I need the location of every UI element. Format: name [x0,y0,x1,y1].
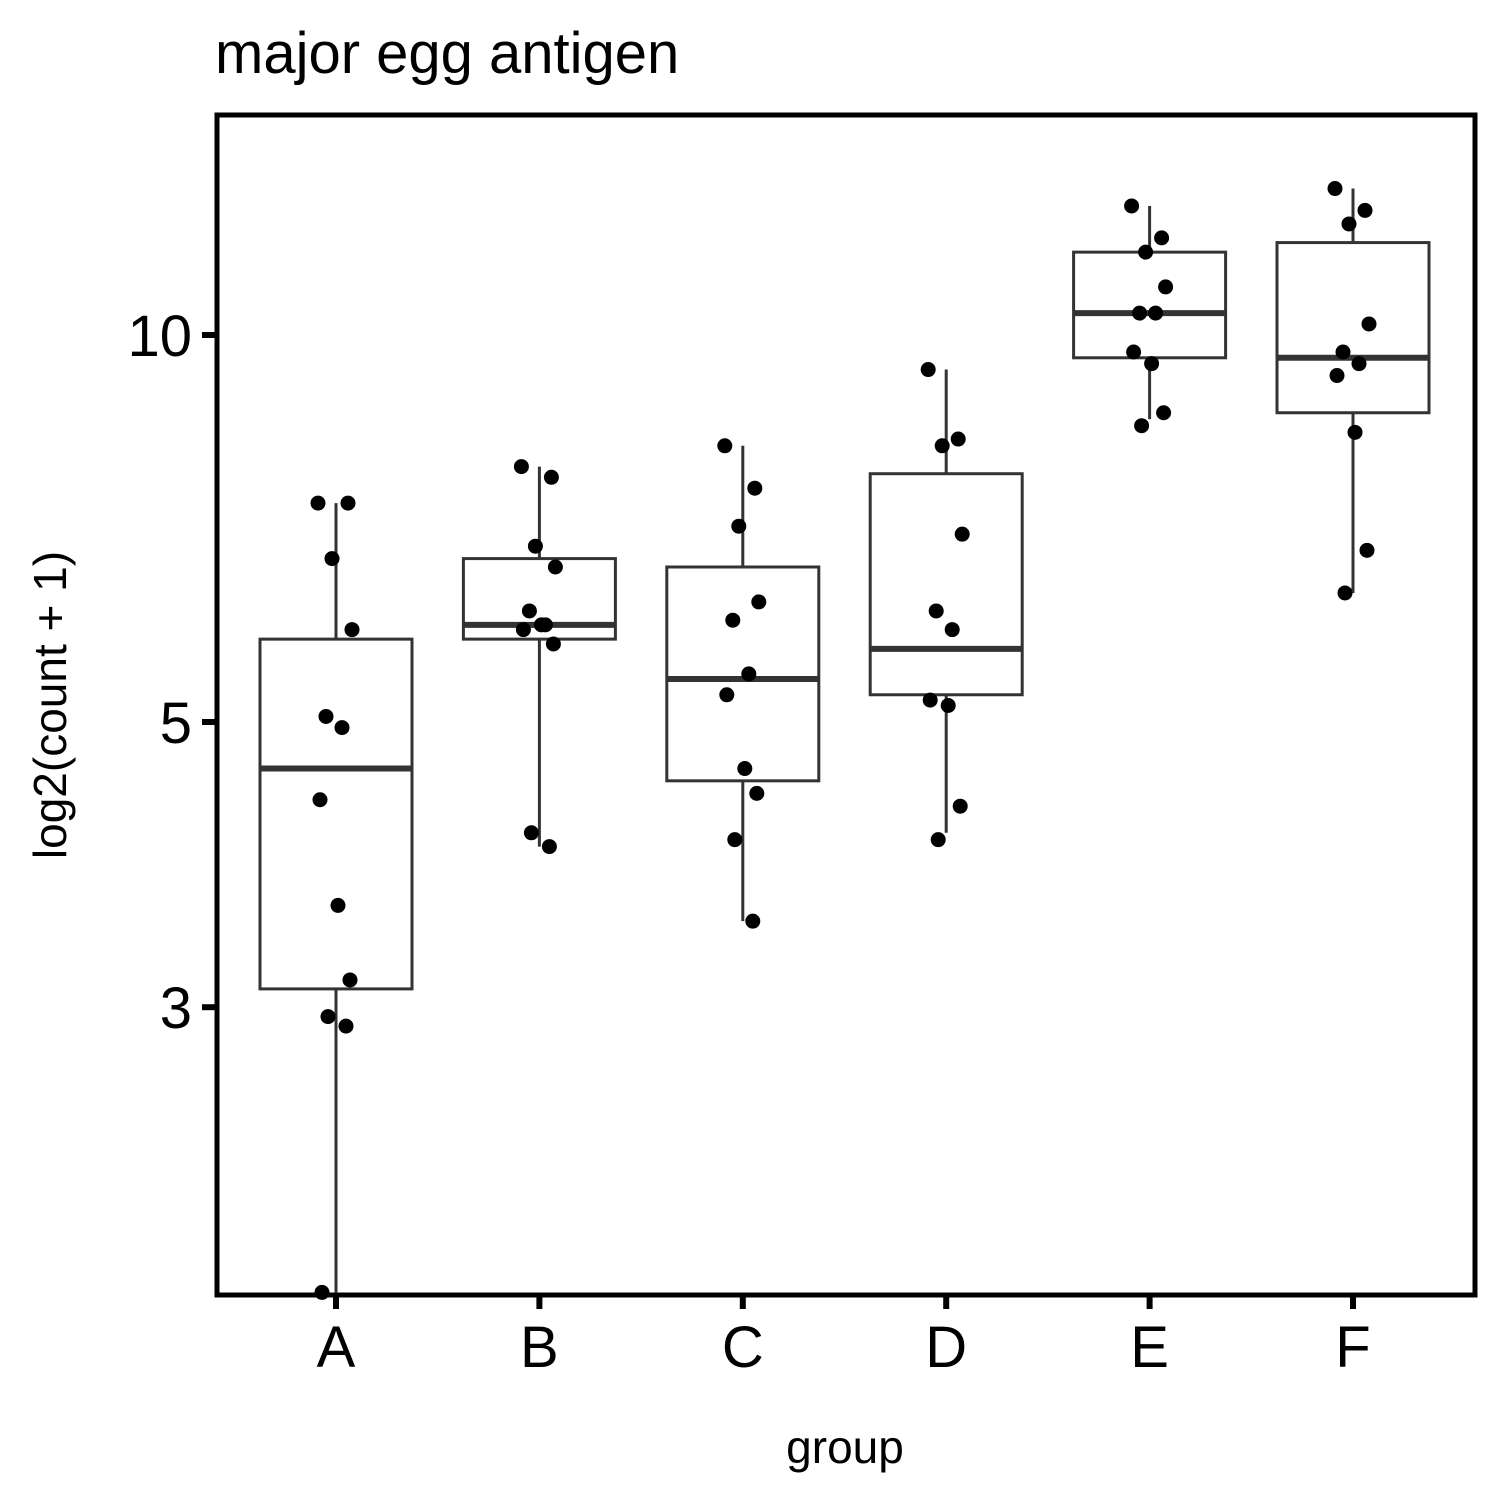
data-point-D [922,692,938,708]
box-iqr [1072,250,1228,360]
x-axis-label: group [786,1421,904,1473]
data-point-A [320,1009,336,1025]
data-point-D [930,832,946,848]
x-tick-label: B [520,1315,559,1380]
x-tick-label: A [317,1315,356,1380]
x-tick-label: E [1130,1315,1169,1380]
data-point-D [940,697,956,713]
data-point-D [944,622,960,638]
data-point-B [527,538,543,554]
data-point-B [543,469,559,485]
data-point-C [719,687,735,703]
data-point-F [1359,542,1375,558]
data-point-F [1327,181,1343,197]
box-C [665,445,821,922]
plot-panel-border [214,112,1478,1298]
box-B [461,466,617,847]
x-axis: A B C D E F [317,1295,1371,1380]
data-point-B [547,559,563,575]
data-point-F [1329,368,1345,384]
data-point-E [1132,305,1148,321]
data-point-C [741,666,757,682]
data-point-A [340,495,356,511]
data-point-A [310,495,326,511]
x-tick-label: C [722,1315,764,1380]
data-point-C [749,785,765,801]
data-point-C [717,438,733,454]
y-tick-label: 3 [160,976,192,1041]
data-point-D [920,362,936,378]
data-point-B [515,622,531,638]
data-point-C [745,913,761,929]
data-point-F [1361,316,1377,332]
box-E [1072,205,1228,420]
data-point-C [725,612,741,628]
y-axis-label: log2(count + 1) [24,551,76,859]
data-point-A [318,708,334,724]
data-point-B [533,617,549,633]
box-iqr [258,637,414,991]
data-point-E [1124,198,1140,214]
data-point-E [1144,356,1160,372]
data-point-A [334,720,350,736]
box-A [258,503,414,1293]
data-point-A [344,622,360,638]
data-point-B [523,825,539,841]
data-point-A [330,897,346,913]
data-point-D [954,526,970,542]
data-point-A [312,792,328,808]
box-F [1275,188,1431,593]
data-point-E [1126,344,1142,360]
data-point-F [1341,216,1357,232]
data-point-A [324,551,340,567]
data-point-C [727,832,743,848]
box-iqr [868,472,1024,697]
x-tick-label: D [925,1315,967,1380]
data-point-E [1154,230,1170,246]
y-tick-label: 5 [160,691,192,756]
data-point-C [751,594,767,610]
data-point-C [731,518,747,534]
data-point-D [950,431,966,447]
data-point-A [342,972,358,988]
data-point-D [934,438,950,454]
points-layer [310,181,1377,1300]
data-point-B [513,459,529,475]
data-point-D [952,798,968,814]
data-point-B [541,839,557,855]
data-point-E [1148,305,1164,321]
data-point-E [1156,405,1172,421]
data-point-F [1347,424,1363,440]
data-point-F [1337,585,1353,601]
box-iqr [1275,241,1431,415]
data-point-B [521,603,537,619]
x-tick-label: F [1335,1315,1370,1380]
chart-title: major egg antigen [215,21,679,86]
data-point-F [1335,344,1351,360]
data-point-F [1357,202,1373,218]
data-point-B [545,636,561,652]
y-axis: 3 5 10 [127,304,217,1041]
data-point-E [1138,244,1154,260]
data-point-F [1351,356,1367,372]
data-point-C [747,480,763,496]
data-point-A [314,1284,330,1300]
boxes-layer [258,188,1431,1293]
box-D [868,369,1024,833]
data-point-E [1134,418,1150,434]
data-point-A [338,1018,354,1034]
data-point-D [928,603,944,619]
y-tick-label: 10 [127,304,192,369]
data-point-C [737,761,753,777]
data-point-E [1158,279,1174,295]
